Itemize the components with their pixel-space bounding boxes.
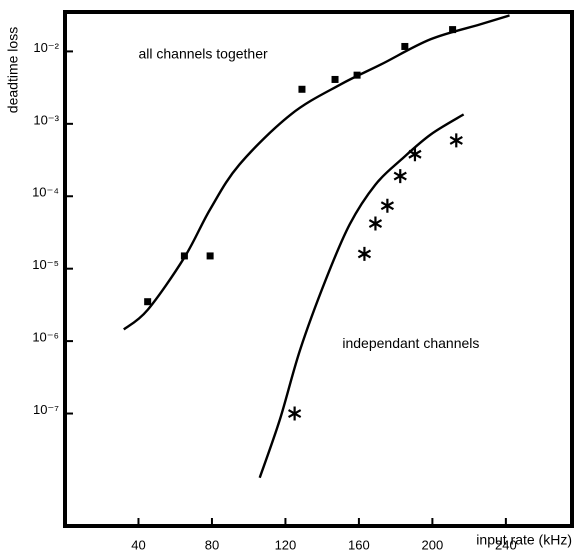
plot-frame <box>63 10 574 528</box>
x-tick-label: 200 <box>422 537 444 552</box>
annotation: all channels together <box>138 45 268 61</box>
x-tick-label: 120 <box>275 537 297 552</box>
x-tick-label: 80 <box>205 537 219 552</box>
fit-curve <box>258 113 465 479</box>
y-tick-label: 10⁻⁵ <box>32 257 59 272</box>
fit-curve <box>123 14 510 331</box>
star-point <box>393 169 407 184</box>
square-point <box>449 26 457 34</box>
star-point <box>368 216 383 231</box>
y-axis-label: deadtime loss <box>5 27 21 113</box>
star-point <box>449 133 463 148</box>
star-point <box>380 198 394 213</box>
y-tick-label: 10⁻⁷ <box>33 402 59 417</box>
y-tick-label: 10⁻⁶ <box>32 330 59 345</box>
x-tick-label: 160 <box>348 537 370 552</box>
x-axis-label: input rate (kHz) <box>476 532 572 548</box>
square-point <box>206 252 214 260</box>
star-point <box>408 147 422 162</box>
square-point <box>401 42 409 50</box>
square-point <box>298 85 306 93</box>
y-tick-label: 10⁻² <box>33 40 59 55</box>
annotation: independant channels <box>342 335 479 351</box>
y-tick-label: 10⁻³ <box>33 112 59 127</box>
square-point <box>144 298 152 306</box>
y-tick-label: 10⁻⁴ <box>32 185 59 200</box>
star-point <box>288 406 302 421</box>
star-point <box>357 246 372 261</box>
x-tick-label: 40 <box>131 537 145 552</box>
square-point <box>331 75 339 83</box>
x-tick-label: 240 <box>495 537 517 552</box>
